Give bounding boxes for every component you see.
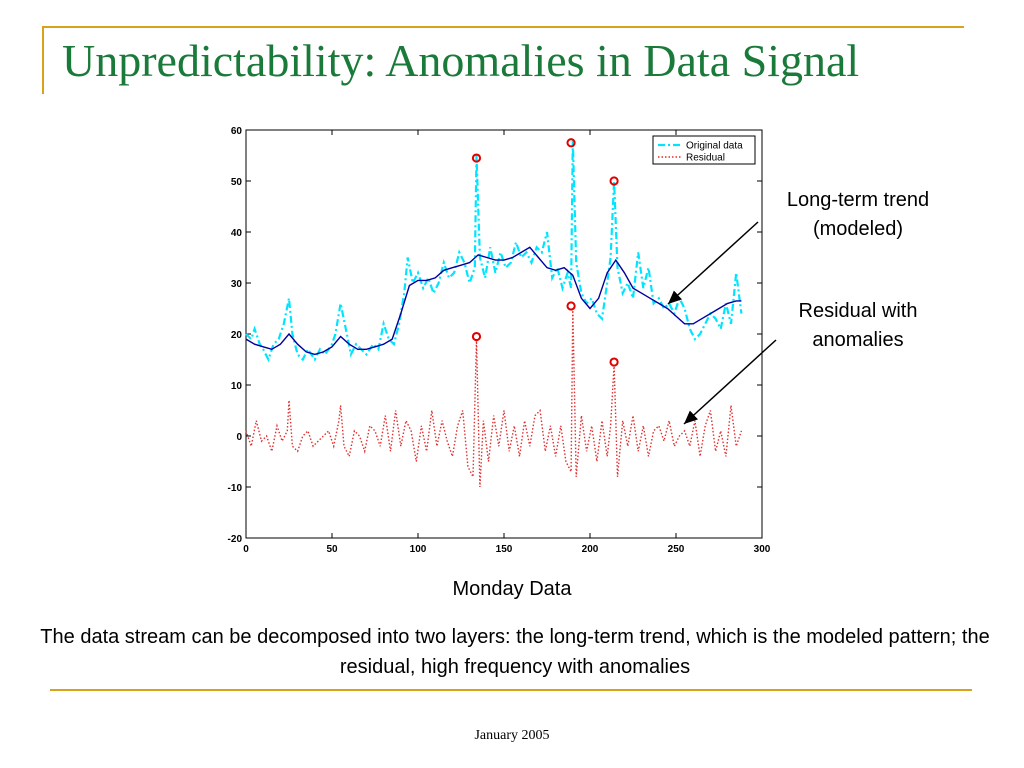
x-tick-label: 150 <box>496 544 513 555</box>
slide-title: Unpredictability: Anomalies in Data Sign… <box>62 35 860 86</box>
accent-rule-top <box>42 26 964 28</box>
legend-box <box>652 135 756 165</box>
anomaly-markers <box>471 138 619 367</box>
anomaly-marker <box>566 301 576 311</box>
anomaly-chart: 0 50 100 150 200 250 300 -20 -10 0 10 20 30 40 50 60 Or… <box>228 126 777 555</box>
chart-axes: 0 50 100 150 200 250 300 -20 -10 0 10 20 30 40 50 60 <box>228 126 771 555</box>
x-tick-label: 0 <box>243 544 249 555</box>
y-tick-label: 40 <box>231 228 243 239</box>
x-tick-label: 100 <box>410 544 427 555</box>
trend-annotation: Long-term trend (modeled) <box>756 186 960 244</box>
anomaly-marker <box>471 153 482 163</box>
chart-caption: Monday Data <box>452 578 572 600</box>
series-line-0 <box>245 140 743 363</box>
x-tick-label: 200 <box>582 544 599 555</box>
slide-footer: January 2005 <box>474 728 550 743</box>
y-tick-label: 30 <box>231 279 243 290</box>
anomaly-marker <box>471 331 482 342</box>
y-tick-label: -10 <box>228 483 243 494</box>
series-line-1 <box>245 246 742 356</box>
trend-arrow <box>667 221 759 305</box>
residual-annotation: Residual with anomalies <box>760 297 956 355</box>
trend-annotation-text: Long-term trend (modeled) <box>786 189 930 240</box>
plot-frame <box>245 129 763 539</box>
chart-series <box>245 140 743 488</box>
y-tick-label: 10 <box>231 381 243 392</box>
anomaly-marker <box>566 138 576 148</box>
legend-label: Residual <box>686 153 725 164</box>
y-tick-label: 20 <box>231 330 243 341</box>
anomaly-marker <box>609 357 619 367</box>
accent-rule-bottom <box>50 689 972 691</box>
x-tick-label: 300 <box>754 544 771 555</box>
residual-arrow <box>683 339 777 425</box>
y-tick-label: 50 <box>231 177 243 188</box>
anomaly-marker <box>609 176 619 186</box>
series-line-2 <box>245 308 743 488</box>
y-tick-label: 0 <box>236 432 242 443</box>
legend-label: Original data <box>686 141 743 152</box>
annotation-arrows <box>667 221 777 425</box>
residual-annotation-text: Residual with anomalies <box>798 300 918 351</box>
accent-rule-vertical <box>42 26 44 94</box>
x-tick-label: 50 <box>326 544 338 555</box>
y-tick-label: 60 <box>231 126 243 137</box>
x-tick-label: 250 <box>668 544 685 555</box>
y-tick-label: -20 <box>228 534 243 545</box>
slide-description: The data stream can be decomposed into t… <box>40 626 990 678</box>
